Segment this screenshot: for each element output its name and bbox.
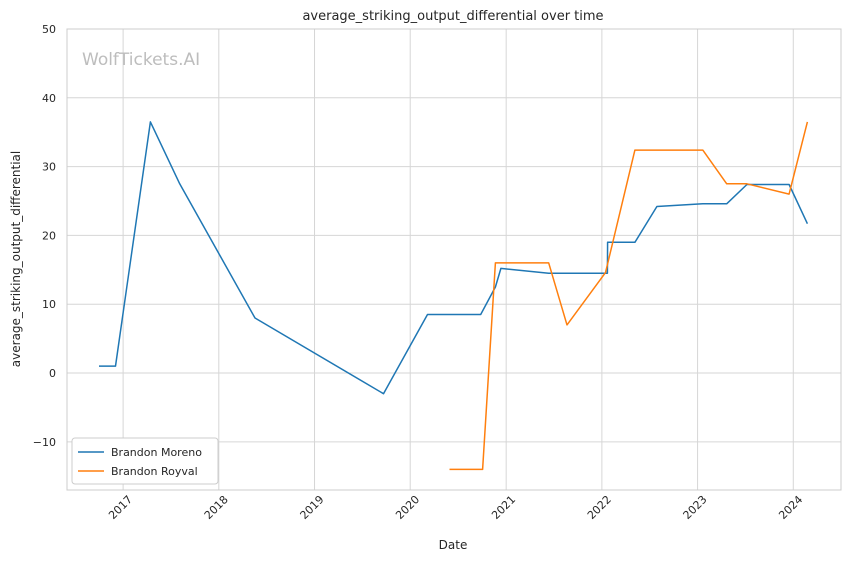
y-tick-label: 50 [42, 23, 56, 36]
x-tick-label: 2020 [393, 493, 422, 522]
legend-label-brandon-moreno: Brandon Moreno [111, 446, 202, 459]
chart-title: average_striking_output_differential ove… [302, 9, 603, 24]
y-tick-label: 20 [42, 229, 56, 242]
legend-box [71, 437, 219, 485]
y-tick-label: 0 [49, 367, 56, 380]
x-tick-label: 2023 [681, 493, 710, 522]
legend: Brandon Moreno Brandon Royval [71, 437, 219, 485]
x-tick-label: 2018 [202, 493, 231, 522]
y-axis-label: average_striking_output_differential [9, 151, 23, 367]
y-tick-label: 30 [42, 161, 56, 174]
watermark: WolfTickets.AI [82, 50, 200, 70]
y-tick-label: −10 [33, 436, 56, 449]
x-tick-label: 2019 [298, 493, 327, 522]
grid-lines [67, 28, 841, 490]
series-line-brandon-royval [449, 121, 809, 471]
series-lines [99, 121, 809, 471]
plot-frame [66, 28, 842, 491]
x-tick-label: 2022 [585, 493, 614, 522]
y-tick-label: 10 [42, 298, 56, 311]
x-axis-label: Date [439, 538, 468, 552]
legend-label-brandon-royval: Brandon Royval [111, 465, 198, 478]
x-tick-label: 2021 [489, 493, 518, 522]
x-tick-label: 2017 [106, 493, 135, 522]
x-tick-label: 2024 [776, 493, 805, 522]
series-line-brandon-moreno [99, 121, 809, 395]
y-tick-label: 40 [42, 92, 56, 105]
